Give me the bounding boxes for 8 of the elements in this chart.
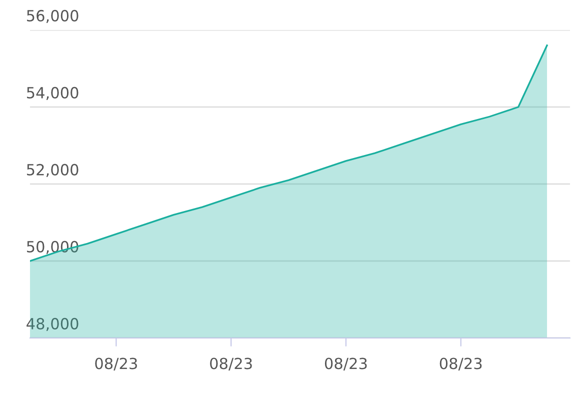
x-tick-label: 08/23 <box>324 358 367 370</box>
y-tick-label: 56,000 <box>27 10 78 24</box>
x-tick-label: 08/23 <box>210 358 252 370</box>
x-tick-label: 08/23 <box>95 358 137 370</box>
y-tick-label: 54,000 <box>27 86 78 100</box>
y-tick-label: 50,000 <box>27 240 78 254</box>
x-tick-label: 08/23 <box>440 358 482 370</box>
y-tick-label: 52,000 <box>27 164 78 178</box>
